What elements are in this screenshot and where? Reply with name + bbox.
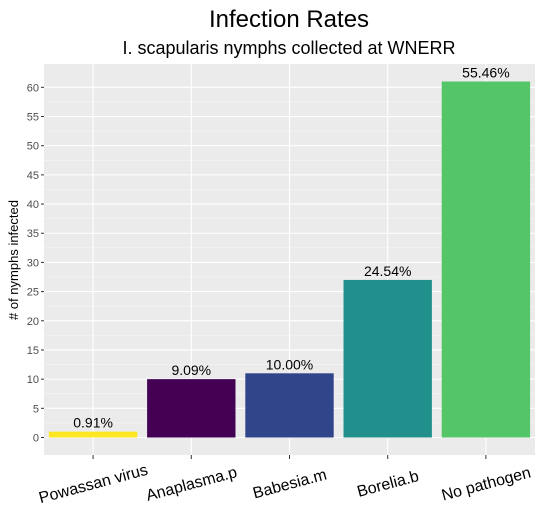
chart-title: Infection Rates bbox=[209, 6, 369, 33]
bars bbox=[48, 81, 531, 438]
y-tick-label: 50 bbox=[27, 141, 39, 153]
bar-value-label: 24.54% bbox=[364, 263, 411, 279]
bar-value-label: 9.09% bbox=[171, 362, 211, 378]
x-tick-label: Powassan virus bbox=[37, 462, 150, 507]
y-tick-label: 45 bbox=[27, 170, 39, 182]
x-tick-label: Babesia.m bbox=[251, 466, 328, 502]
chart-subtitle: I. scapularis nymphs collected at WNERR bbox=[122, 38, 455, 58]
y-tick-label: 10 bbox=[27, 374, 39, 386]
y-tick-label: 25 bbox=[27, 287, 39, 299]
y-tick-label: 5 bbox=[33, 403, 39, 415]
bar bbox=[48, 431, 138, 438]
bar bbox=[441, 81, 531, 438]
bar-value-label: 55.46% bbox=[462, 65, 509, 81]
y-axis-title: # of nymphs infected bbox=[6, 200, 21, 320]
x-tick-label: Borelia.b bbox=[355, 468, 420, 501]
bar-value-label: 0.91% bbox=[73, 415, 113, 431]
bar bbox=[147, 379, 236, 438]
bar-value-label: 10.00% bbox=[266, 356, 313, 372]
y-tick-label: 35 bbox=[27, 228, 39, 240]
bar bbox=[343, 279, 432, 438]
y-tick-label: 40 bbox=[27, 199, 39, 211]
y-tick-label: 15 bbox=[27, 345, 39, 357]
y-axis: 0 5 10 15 20 25 30 35 40 45 50 55 60 bbox=[27, 82, 44, 444]
y-tick-label: 55 bbox=[27, 112, 39, 124]
y-tick-label: 0 bbox=[33, 432, 39, 444]
y-tick-label: 20 bbox=[27, 316, 39, 328]
y-tick-label: 30 bbox=[27, 257, 39, 269]
data-labels: 0.91% 9.09% 10.00% 24.54% 55.46% bbox=[73, 65, 509, 431]
x-tick-label: Anaplasma.p bbox=[144, 464, 239, 505]
y-tick-label: 60 bbox=[27, 82, 39, 94]
x-tick-label: No pathogen bbox=[440, 464, 533, 504]
bar bbox=[245, 373, 334, 438]
